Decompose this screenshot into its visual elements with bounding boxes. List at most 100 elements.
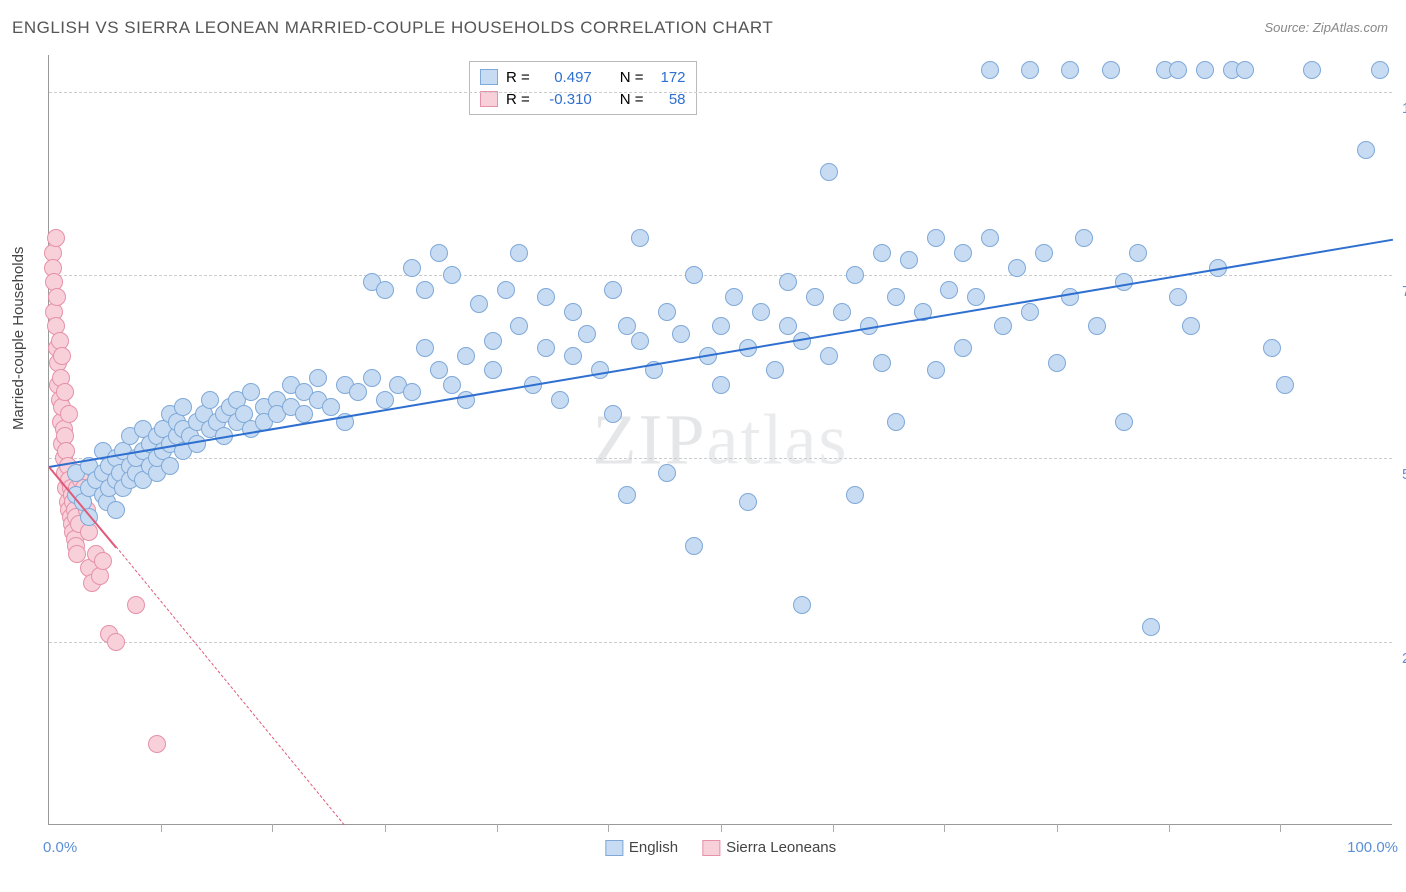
scatter-point bbox=[712, 317, 730, 335]
scatter-point bbox=[940, 281, 958, 299]
scatter-point bbox=[1196, 61, 1214, 79]
legend-label-sierra: Sierra Leoneans bbox=[726, 839, 836, 856]
x-minor-tick bbox=[385, 824, 386, 832]
legend-swatch-english bbox=[605, 840, 623, 856]
scatter-point bbox=[712, 376, 730, 394]
scatter-point bbox=[887, 288, 905, 306]
scatter-point bbox=[806, 288, 824, 306]
swatch-english bbox=[480, 69, 498, 85]
series-legend: English Sierra Leoneans bbox=[605, 839, 836, 856]
scatter-point bbox=[1169, 61, 1187, 79]
legend-label-english: English bbox=[629, 839, 678, 856]
x-tick-right: 100.0% bbox=[1347, 839, 1398, 856]
stats-r-sierra: -0.310 bbox=[538, 91, 592, 108]
scatter-point bbox=[161, 457, 179, 475]
scatter-point bbox=[48, 288, 66, 306]
scatter-point bbox=[349, 383, 367, 401]
legend-swatch-sierra bbox=[702, 840, 720, 856]
scatter-point bbox=[618, 317, 636, 335]
y-tick-label: 50.0% bbox=[1402, 466, 1406, 483]
scatter-point bbox=[752, 303, 770, 321]
source-attribution: Source: ZipAtlas.com bbox=[1264, 20, 1388, 35]
x-tick-left: 0.0% bbox=[43, 839, 77, 856]
scatter-point bbox=[551, 391, 569, 409]
scatter-point bbox=[564, 303, 582, 321]
scatter-point bbox=[1102, 61, 1120, 79]
scatter-point bbox=[148, 735, 166, 753]
scatter-point bbox=[833, 303, 851, 321]
scatter-point bbox=[1182, 317, 1200, 335]
scatter-point bbox=[981, 61, 999, 79]
scatter-point bbox=[591, 361, 609, 379]
scatter-point bbox=[497, 281, 515, 299]
scatter-point bbox=[887, 413, 905, 431]
stats-r-label: R = bbox=[506, 69, 530, 86]
scatter-point bbox=[820, 163, 838, 181]
legend-item-english: English bbox=[605, 839, 678, 856]
scatter-point bbox=[1008, 259, 1026, 277]
scatter-point bbox=[631, 332, 649, 350]
scatter-point bbox=[604, 405, 622, 423]
scatter-point bbox=[201, 391, 219, 409]
stats-n-english: 172 bbox=[652, 69, 686, 86]
scatter-point bbox=[1075, 229, 1093, 247]
scatter-point bbox=[1357, 141, 1375, 159]
scatter-point bbox=[820, 347, 838, 365]
x-minor-tick bbox=[944, 824, 945, 832]
scatter-point bbox=[954, 244, 972, 262]
trend-line bbox=[116, 547, 345, 826]
scatter-point bbox=[363, 369, 381, 387]
scatter-point bbox=[1021, 61, 1039, 79]
scatter-point bbox=[403, 259, 421, 277]
scatter-point bbox=[900, 251, 918, 269]
scatter-point bbox=[1035, 244, 1053, 262]
scatter-point bbox=[56, 383, 74, 401]
y-axis-label: Married-couple Households bbox=[10, 247, 27, 430]
scatter-point bbox=[685, 266, 703, 284]
scatter-point bbox=[107, 501, 125, 519]
scatter-point bbox=[1048, 354, 1066, 372]
scatter-point bbox=[484, 332, 502, 350]
scatter-point bbox=[322, 398, 340, 416]
scatter-point bbox=[1303, 61, 1321, 79]
scatter-point bbox=[242, 383, 260, 401]
scatter-point bbox=[793, 596, 811, 614]
scatter-point bbox=[954, 339, 972, 357]
scatter-point bbox=[1236, 61, 1254, 79]
scatter-point bbox=[779, 273, 797, 291]
stats-row-english: R = 0.497 N = 172 bbox=[480, 66, 686, 88]
scatter-point bbox=[53, 347, 71, 365]
gridline-horizontal bbox=[49, 275, 1392, 276]
legend-item-sierra: Sierra Leoneans bbox=[702, 839, 836, 856]
scatter-point bbox=[537, 288, 555, 306]
scatter-point bbox=[739, 493, 757, 511]
trend-line bbox=[49, 238, 1393, 467]
scatter-point bbox=[47, 229, 65, 247]
x-minor-tick bbox=[608, 824, 609, 832]
stats-legend-box: R = 0.497 N = 172 R = -0.310 N = 58 bbox=[469, 61, 697, 115]
scatter-point bbox=[484, 361, 502, 379]
scatter-point bbox=[873, 244, 891, 262]
scatter-point bbox=[1276, 376, 1294, 394]
scatter-point bbox=[685, 537, 703, 555]
scatter-point bbox=[873, 354, 891, 372]
scatter-point bbox=[1129, 244, 1147, 262]
chart-title: ENGLISH VS SIERRA LEONEAN MARRIED-COUPLE… bbox=[12, 18, 773, 38]
scatter-point bbox=[1263, 339, 1281, 357]
scatter-point bbox=[578, 325, 596, 343]
y-tick-label: 75.0% bbox=[1402, 283, 1406, 300]
watermark: ZIPatlas bbox=[593, 398, 849, 481]
scatter-point bbox=[846, 486, 864, 504]
x-minor-tick bbox=[833, 824, 834, 832]
scatter-point bbox=[60, 405, 78, 423]
scatter-point bbox=[779, 317, 797, 335]
x-minor-tick bbox=[272, 824, 273, 832]
x-minor-tick bbox=[721, 824, 722, 832]
scatter-point bbox=[1061, 288, 1079, 306]
scatter-point bbox=[725, 288, 743, 306]
x-minor-tick bbox=[161, 824, 162, 832]
scatter-point bbox=[967, 288, 985, 306]
gridline-horizontal bbox=[49, 642, 1392, 643]
stats-n-label: N = bbox=[620, 91, 644, 108]
scatter-point bbox=[537, 339, 555, 357]
